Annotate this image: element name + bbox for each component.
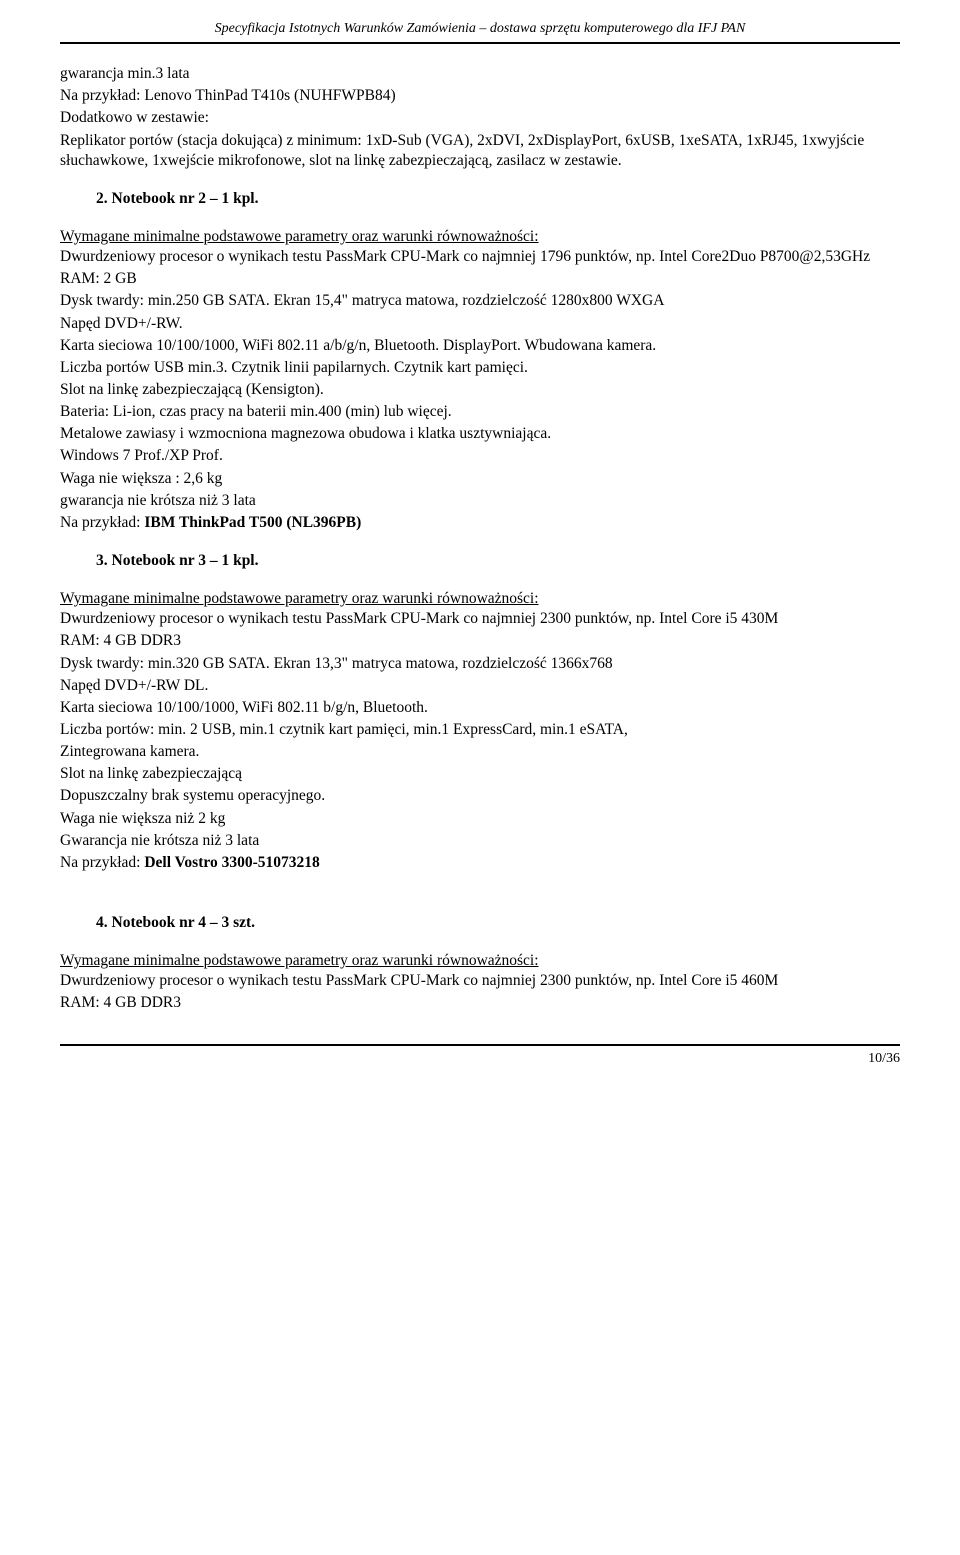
section4-subheading: Wymagane minimalne podstawowe parametry … (60, 951, 900, 971)
spec-line: Liczba portów USB min.3. Czytnik linii p… (60, 358, 900, 378)
spec-line: RAM: 2 GB (60, 269, 900, 289)
intro-block: gwarancja min.3 lata Na przykład: Lenovo… (60, 64, 900, 171)
example-model: IBM ThinkPad T500 (NL396PB) (144, 514, 361, 531)
spec-line: Dwurdzeniowy procesor o wynikach testu P… (60, 247, 900, 267)
section4-heading: 4. Notebook nr 4 – 3 szt. (96, 913, 900, 933)
spec-line: Dysk twardy: min.320 GB SATA. Ekran 13,3… (60, 654, 900, 674)
spec-line: Bateria: Li-ion, czas pracy na baterii m… (60, 402, 900, 422)
spec-line: RAM: 4 GB DDR3 (60, 631, 900, 651)
spec-line: gwarancja nie krótsza niż 3 lata (60, 491, 900, 511)
intro-line: Dodatkowo w zestawie: (60, 108, 900, 128)
spec-line: Gwarancja nie krótsza niż 3 lata (60, 831, 900, 851)
section2-heading: 2. Notebook nr 2 – 1 kpl. (96, 189, 900, 209)
spec-line: Slot na linkę zabezpieczającą (Kensigton… (60, 380, 900, 400)
spec-line: Dysk twardy: min.250 GB SATA. Ekran 15,4… (60, 291, 900, 311)
spec-line: Napęd DVD+/-RW. (60, 314, 900, 334)
header-title: Specyfikacja Istotnych Warunków Zamówien… (60, 20, 900, 38)
spec-line: Windows 7 Prof./XP Prof. (60, 446, 900, 466)
intro-line: Na przykład: Lenovo ThinPad T410s (NUHFW… (60, 86, 900, 106)
spec-line: Liczba portów: min. 2 USB, min.1 czytnik… (60, 720, 900, 740)
spacer (60, 875, 900, 895)
section2-subheading: Wymagane minimalne podstawowe parametry … (60, 227, 900, 247)
spec-line: Napęd DVD+/-RW DL. (60, 676, 900, 696)
spec-line: Waga nie większa niż 2 kg (60, 809, 900, 829)
example-model: Dell Vostro 3300-51073218 (144, 854, 319, 871)
spec-line: RAM: 4 GB DDR3 (60, 993, 900, 1013)
footer-divider (60, 1044, 900, 1046)
spec-line: Karta sieciowa 10/100/1000, WiFi 802.11 … (60, 336, 900, 356)
section3-heading: 3. Notebook nr 3 – 1 kpl. (96, 551, 900, 571)
spec-line: Zintegrowana kamera. (60, 742, 900, 762)
section3-subheading: Wymagane minimalne podstawowe parametry … (60, 589, 900, 609)
spec-line: Waga nie większa : 2,6 kg (60, 469, 900, 489)
section2-body: Dwurdzeniowy procesor o wynikach testu P… (60, 247, 900, 533)
spec-line: Slot na linkę zabezpieczającą (60, 764, 900, 784)
section3-example: Na przykład: Dell Vostro 3300-51073218 (60, 853, 900, 873)
spec-line: Dwurdzeniowy procesor o wynikach testu P… (60, 971, 900, 991)
intro-line: gwarancja min.3 lata (60, 64, 900, 84)
page-number: 10/36 (60, 1050, 900, 1068)
spec-line: Dopuszczalny brak systemu operacyjnego. (60, 786, 900, 806)
spec-line: Metalowe zawiasy i wzmocniona magnezowa … (60, 424, 900, 444)
spec-line: Dwurdzeniowy procesor o wynikach testu P… (60, 609, 900, 629)
spec-line: Karta sieciowa 10/100/1000, WiFi 802.11 … (60, 698, 900, 718)
example-prefix: Na przykład: (60, 854, 144, 871)
header-divider (60, 42, 900, 44)
intro-line: Replikator portów (stacja dokująca) z mi… (60, 131, 900, 171)
example-prefix: Na przykład: (60, 514, 144, 531)
section4-body: Dwurdzeniowy procesor o wynikach testu P… (60, 971, 900, 1013)
section3-body: Dwurdzeniowy procesor o wynikach testu P… (60, 609, 900, 873)
section2-example: Na przykład: IBM ThinkPad T500 (NL396PB) (60, 513, 900, 533)
